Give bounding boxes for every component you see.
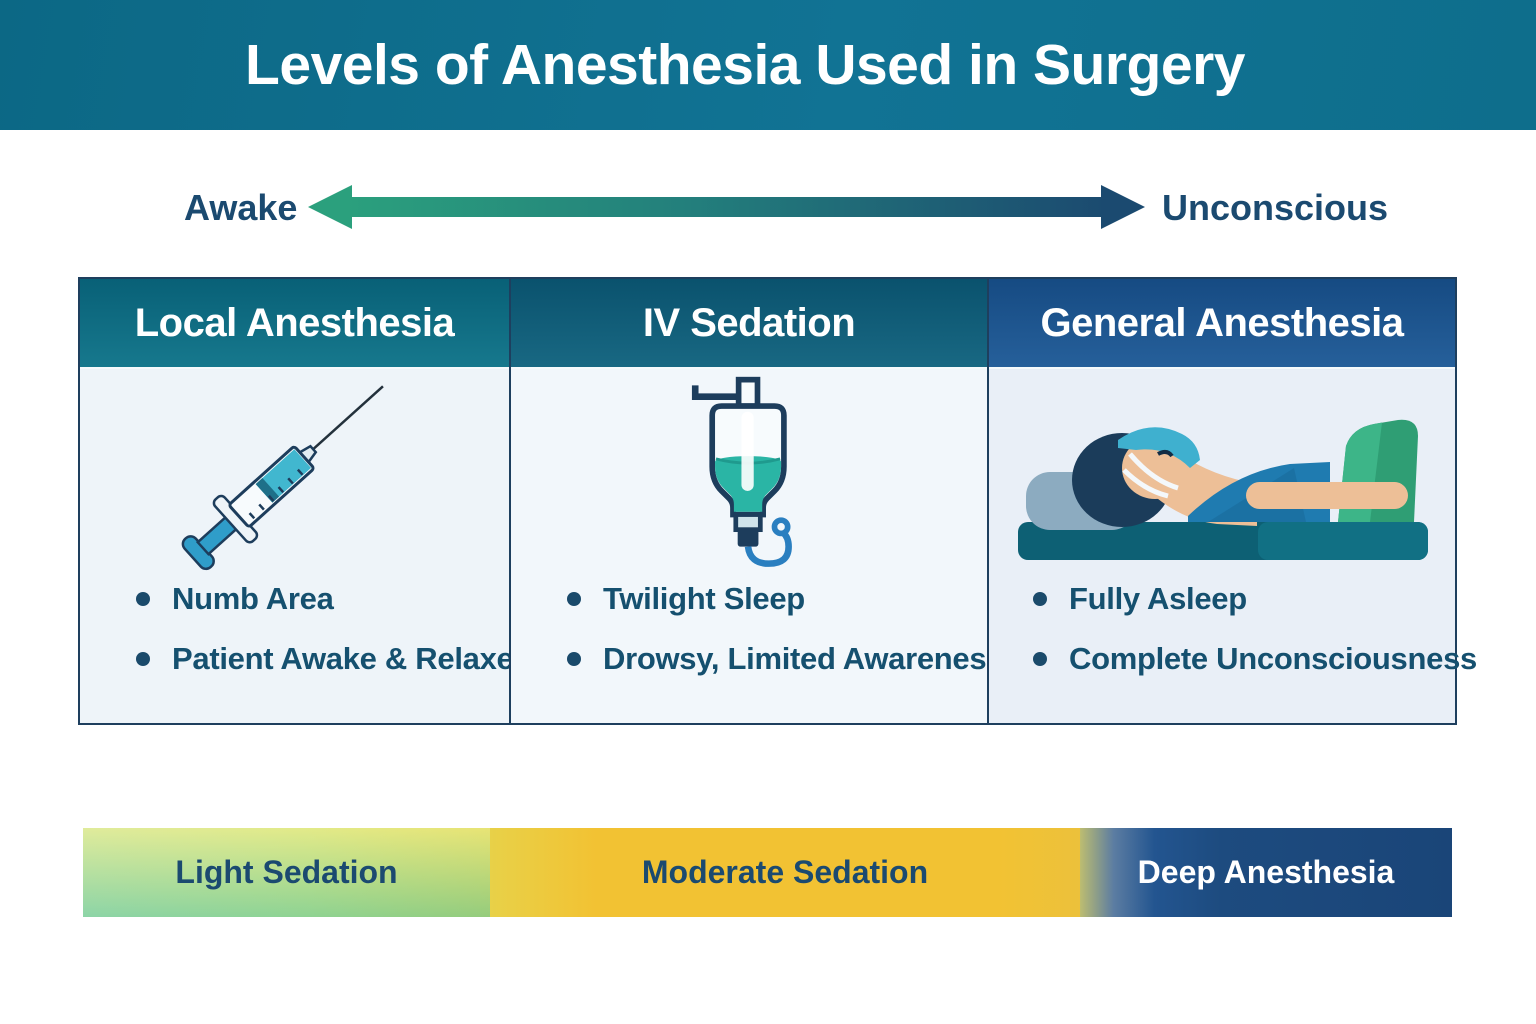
list-item: Drowsy, Limited Awareness: [567, 641, 1004, 677]
column-header-local-anesthesia: Local Anesthesia: [80, 279, 509, 369]
column-header-label: Local Anesthesia: [134, 300, 455, 345]
bullet-list-local: Numb Area Patient Awake & Relaxed: [80, 581, 532, 701]
bullet-label: Numb Area: [172, 581, 334, 616]
bullet-label: Patient Awake & Relaxed: [172, 641, 533, 676]
bullet-dot-icon: [1033, 592, 1047, 606]
depth-segment-deep: Deep Anesthesia: [1080, 828, 1452, 917]
bullet-list-iv: Twilight Sleep Drowsy, Limited Awareness: [511, 581, 1004, 701]
column-body-iv: Twilight Sleep Drowsy, Limited Awareness: [511, 369, 1004, 723]
anesthesia-levels-table: Local Anesthesia: [78, 277, 1477, 725]
bullet-label: Complete Unconsciousness: [1069, 641, 1477, 676]
bullet-dot-icon: [567, 652, 581, 666]
depth-segment-moderate: Moderate Sedation: [490, 828, 1080, 917]
depth-segment-light: Light Sedation: [83, 828, 490, 917]
bullet-dot-icon: [136, 652, 150, 666]
spectrum-arrow: [308, 185, 1145, 229]
spectrum-right-label: Unconscious: [1162, 187, 1389, 228]
column-body-general: Fully Asleep Complete Unconsciousness: [989, 369, 1477, 723]
bullet-dot-icon: [136, 592, 150, 606]
syringe-icon: [181, 385, 384, 571]
icon-zone-iv: [511, 369, 987, 573]
list-item: Complete Unconsciousness: [1033, 641, 1477, 677]
column-header-general-anesthesia: General Anesthesia: [989, 279, 1455, 369]
bullet-label: Twilight Sleep: [603, 581, 805, 616]
bullet-dot-icon: [1033, 652, 1047, 666]
arrow-gradient-body: [344, 197, 1109, 217]
bullet-list-general: Fully Asleep Complete Unconsciousness: [989, 581, 1477, 701]
spectrum-left-label: Awake: [184, 187, 298, 228]
bullet-label: Fully Asleep: [1069, 581, 1247, 616]
column-header-label: IV Sedation: [642, 300, 856, 345]
column-header-label: General Anesthesia: [1040, 300, 1404, 345]
arrow-right-head-icon: [1101, 185, 1145, 229]
list-item: Twilight Sleep: [567, 581, 987, 617]
iv-drip-bag-icon: [691, 376, 792, 567]
depth-segment-label: Light Sedation: [175, 854, 398, 890]
bullet-label: Drowsy, Limited Awareness: [603, 641, 1004, 676]
column-body-local: Numb Area Patient Awake & Relaxed: [80, 369, 532, 723]
patient-asleep-icon: [1018, 419, 1428, 560]
icon-zone-general: [989, 369, 1455, 573]
depth-segment-label: Moderate Sedation: [641, 854, 929, 890]
column-iv-sedation: IV Sedation: [509, 279, 1004, 723]
list-item: Fully Asleep: [1033, 581, 1455, 617]
column-local-anesthesia: Local Anesthesia: [80, 279, 532, 723]
title-banner: Levels of Anesthesia Used in Surgery: [0, 0, 1536, 130]
list-item: Patient Awake & Relaxed: [136, 641, 532, 677]
sedation-depth-bar: Light Sedation Moderate Sedation Deep An…: [83, 828, 1452, 917]
bullet-dot-icon: [567, 592, 581, 606]
column-header-iv-sedation: IV Sedation: [511, 279, 987, 369]
list-item: Numb Area: [136, 581, 509, 617]
depth-segment-label: Deep Anesthesia: [1137, 854, 1395, 890]
column-general-anesthesia: General Anesthesia: [987, 279, 1477, 723]
icon-zone-local: [80, 369, 509, 573]
page-title: Levels of Anesthesia Used in Surgery: [245, 33, 1245, 97]
